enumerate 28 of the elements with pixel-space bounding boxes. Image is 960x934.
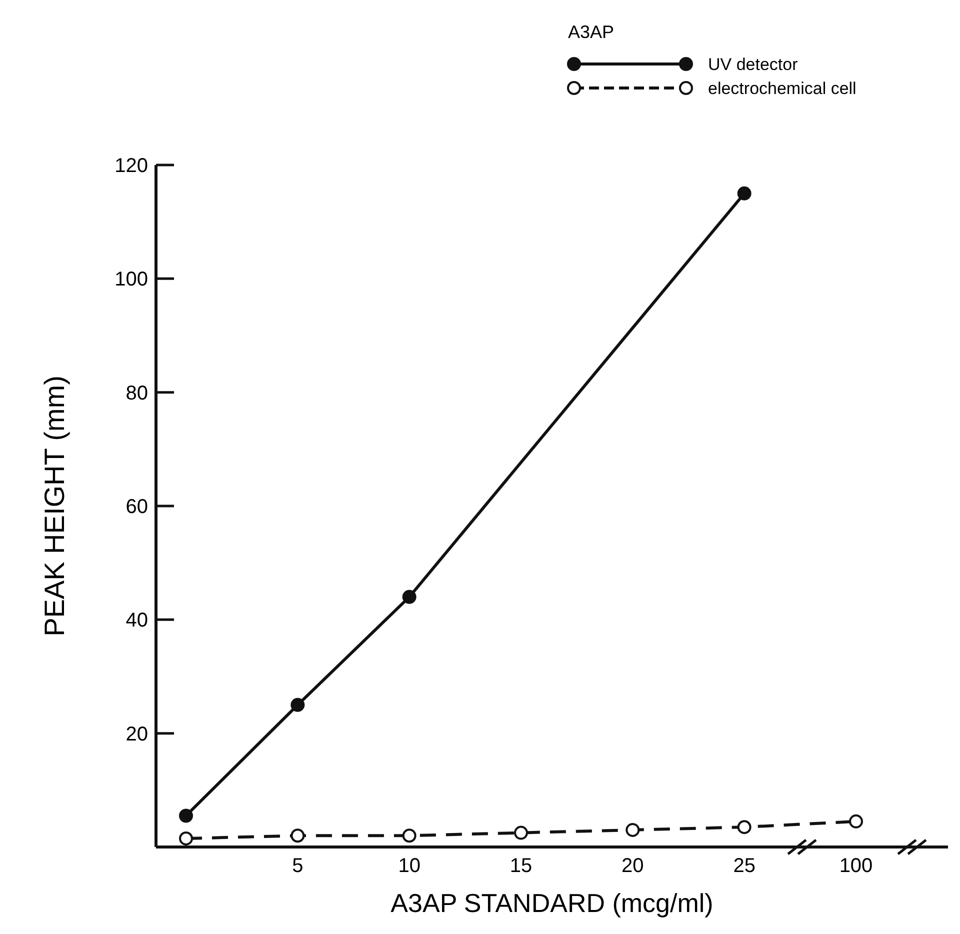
legend-label: UV detector xyxy=(708,54,798,74)
point xyxy=(514,826,528,840)
y-tick-label: 120 xyxy=(114,155,148,177)
x-tick-label: 15 xyxy=(510,855,532,877)
x-tick-label: 10 xyxy=(398,855,420,877)
point xyxy=(626,822,640,837)
legend-label: electrochemical cell xyxy=(708,78,856,98)
x-tick-label: 20 xyxy=(622,855,644,877)
point xyxy=(290,698,305,712)
point xyxy=(179,831,193,846)
point xyxy=(402,828,416,843)
y-tick-label: 80 xyxy=(126,382,148,404)
x-tick-label: 5 xyxy=(292,855,304,877)
x-tick-label: 25 xyxy=(733,855,756,877)
x-axis-title: A3AP STANDARD (mcg/ml) xyxy=(390,888,714,918)
y-axis-title: PEAK HEIGHT (mm) xyxy=(39,376,70,636)
point xyxy=(849,814,863,828)
legend-title: A3AP xyxy=(568,22,614,42)
y-tick-label: 100 xyxy=(114,268,148,291)
point xyxy=(737,820,752,834)
y-tick-label: 20 xyxy=(126,723,148,746)
point xyxy=(737,186,752,200)
y-tick-label: 40 xyxy=(126,610,148,632)
point xyxy=(290,828,305,843)
y-tick-label: 60 xyxy=(126,496,148,518)
point xyxy=(179,808,193,823)
x-tick-label: 100 xyxy=(839,855,873,877)
point xyxy=(402,590,416,604)
